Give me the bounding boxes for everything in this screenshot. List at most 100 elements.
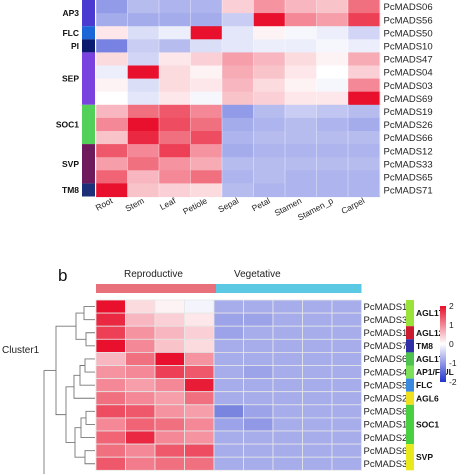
heatmap-cell [96,78,129,93]
heatmap-cell [95,351,126,366]
heatmap-cell [331,325,362,340]
heatmap-cell [222,170,255,184]
column-label: Leaf [158,195,178,212]
group-label: SVP [62,159,79,169]
heatmap-cell [213,417,244,432]
heatmap-cell [331,338,362,353]
heatmap-cell [159,52,192,67]
heatmap-cell [243,325,274,340]
row-label: PcMADS19 [364,420,413,431]
row-label: PcMADS64 [364,354,413,365]
column-label: Stamen_p [296,195,335,222]
heatmap-cell [96,0,129,14]
heatmap-cell [331,391,362,406]
vegetative-label: Vegetative [234,269,281,280]
heatmap-cell [222,183,255,198]
heatmap-cell [243,338,274,353]
group-bar [82,144,95,184]
heatmap-cell [213,456,244,471]
heatmap-cell [243,391,274,406]
heatmap-cell [316,65,349,80]
heatmap-cell [253,78,286,93]
group-bar [82,0,95,27]
heatmap-cell [316,117,349,132]
heatmap-cell [190,170,223,184]
group-label: AGL6 [416,393,439,403]
heatmap-cell [96,157,129,171]
heatmap-cell [127,39,160,53]
heatmap-cell [285,65,318,80]
color-scale-bar [440,306,446,382]
group-bar [82,26,95,40]
row-label: PcMADS50 [384,28,433,39]
heatmap-cell [127,144,160,158]
heatmap-cell [213,430,244,445]
heatmap-cell [190,117,223,132]
row-label: PcMADS14 [364,302,413,313]
heatmap-cell [154,325,185,340]
heatmap-cell [316,52,349,67]
heatmap-cell [285,39,318,53]
heatmap-cell [348,65,381,80]
heatmap-cell [154,417,185,432]
heatmap-cell [302,299,333,314]
heatmap-cell [125,338,156,353]
heatmap-cell [253,170,286,184]
row-label: PcMADS69 [384,94,433,105]
heatmap-cell [222,104,255,119]
heatmap-cell [127,170,160,184]
row-label: PcMADS10 [384,42,433,53]
scale-tick-label: -1 [449,358,457,368]
heatmap-cell [213,391,244,406]
heatmap-cell [190,0,223,14]
heatmap-cell [243,430,274,445]
heatmap-cell [285,104,318,119]
group-bar [82,52,95,105]
heatmap-cell [96,65,129,80]
heatmap-cell [243,365,274,380]
row-label: PcMADS50 [364,380,413,391]
row-label: PcMADS04 [384,68,433,79]
heatmap-cell [316,91,349,106]
heatmap-cell [159,13,192,27]
heatmap-cell [272,443,303,458]
heatmap-cell [302,338,333,353]
dendrogram [43,306,95,474]
heatmap-cell [285,52,318,67]
heatmap-cell [222,117,255,132]
heatmap-cell [125,404,156,419]
heatmap-cell [154,391,185,406]
heatmap-cell [253,91,286,106]
heatmap-cell [213,365,244,380]
heatmap-cell [96,144,129,158]
heatmap-cell [125,325,156,340]
heatmap-cell [190,157,223,171]
reproductive-label: Reproductive [124,269,183,280]
heatmap-cell [125,417,156,432]
group-bar [82,39,95,53]
heatmap-cell [184,312,215,327]
heatmap-cell [213,443,244,458]
heatmap-cell [96,170,129,184]
heatmap-cell [96,13,129,27]
group-bar [82,104,95,145]
group-bar [406,444,414,471]
heatmap-cell [127,0,160,14]
heatmap-cell [302,391,333,406]
heatmap-cell [331,404,362,419]
heatmap-cell [154,365,185,380]
heatmap-cell [331,417,362,432]
heatmap-cell [190,65,223,80]
heatmap-cell [302,404,333,419]
heatmap-cell [184,338,215,353]
heatmap-cell [95,404,126,419]
heatmap-cell [272,391,303,406]
heatmap-cell [222,91,255,106]
row-label: PcMADS71 [364,341,413,352]
row-label: PcMADS26 [364,433,413,444]
heatmap-cell [154,404,185,419]
heatmap-cell [95,417,126,432]
heatmap-cell [302,417,333,432]
heatmap-panel-a: PcMADS06 PcMADS56 PcMADS50 PcMADS10 PcMADS47… [56,0,433,222]
heatmap-cell [125,443,156,458]
